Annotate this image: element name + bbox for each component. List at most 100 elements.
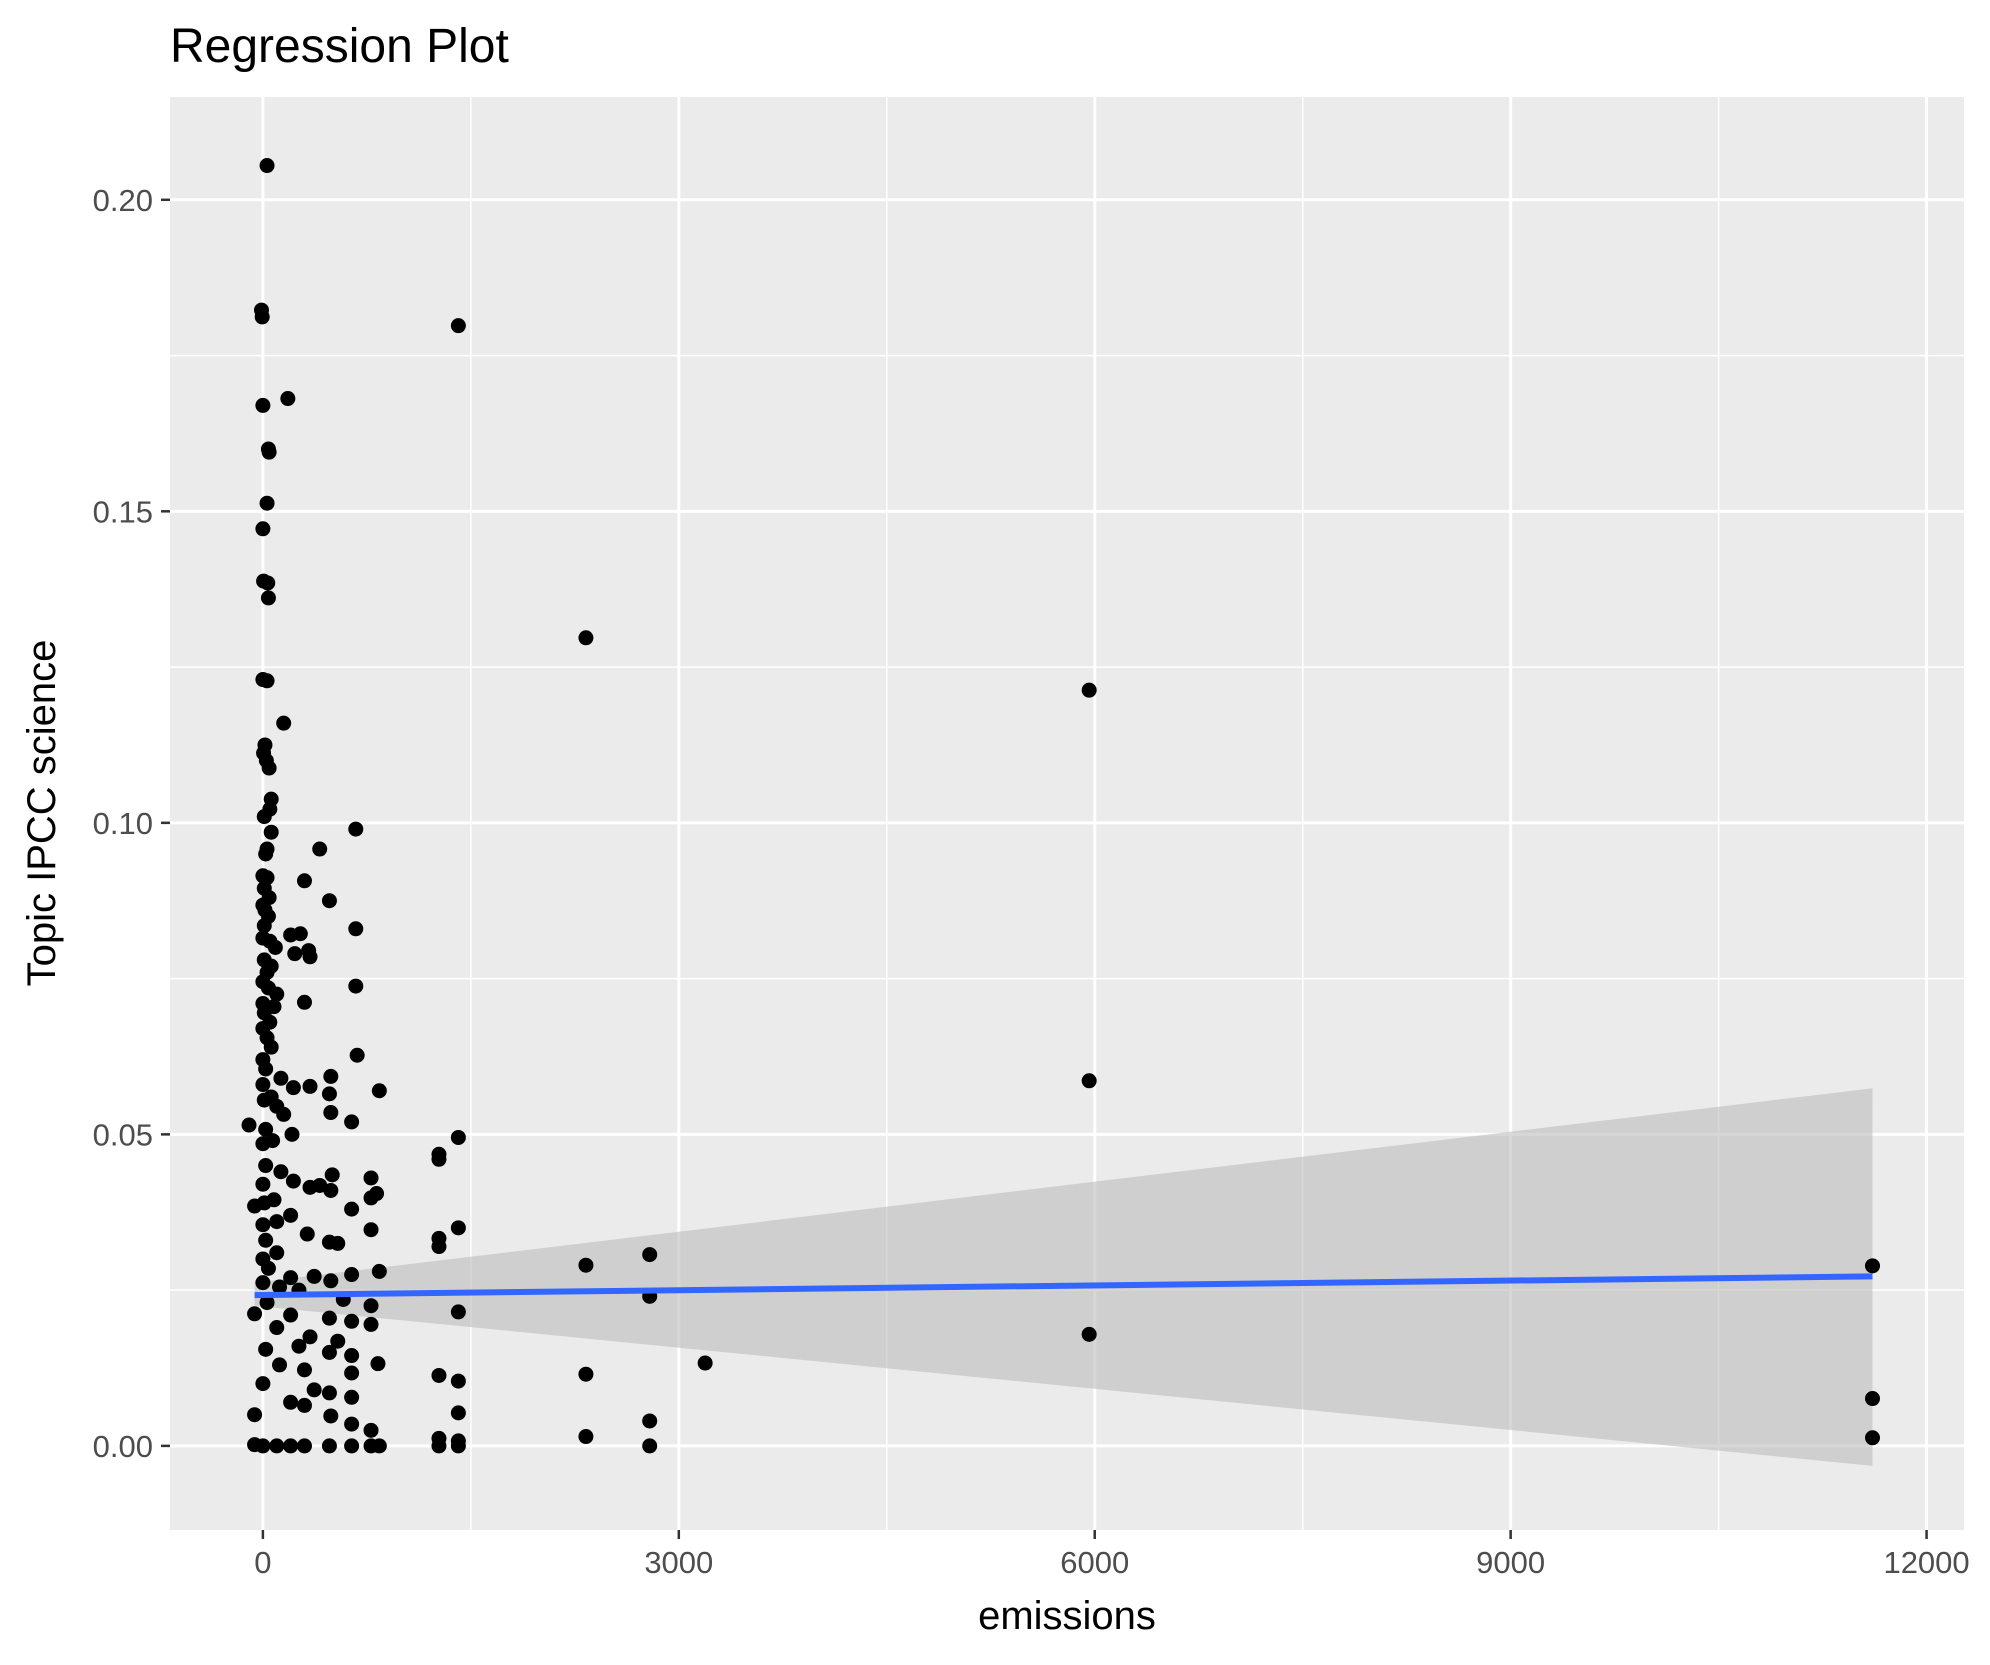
data-point xyxy=(344,1114,360,1130)
data-point xyxy=(258,1341,274,1357)
data-point xyxy=(323,1182,339,1198)
y-tick-label: 0.10 xyxy=(93,806,153,841)
chart-title: Regression Plot xyxy=(170,20,509,73)
data-point xyxy=(450,1129,466,1145)
axes: 0 3000 6000 9000 12000 0.00 0.05 0.10 0.15 0.20 xyxy=(93,183,1970,1580)
data-point xyxy=(1864,1430,1880,1446)
data-point xyxy=(1081,682,1097,698)
data-point xyxy=(296,1362,312,1378)
data-point xyxy=(450,1220,466,1236)
data-point xyxy=(1864,1391,1880,1407)
data-point xyxy=(431,1239,447,1255)
data-point xyxy=(261,444,277,460)
data-point xyxy=(344,1348,360,1364)
data-point xyxy=(258,1121,274,1137)
data-point xyxy=(283,1307,299,1323)
data-point xyxy=(258,846,274,862)
data-point xyxy=(330,1235,346,1251)
data-point xyxy=(273,1164,289,1180)
data-point xyxy=(349,1047,365,1063)
data-point xyxy=(247,1306,263,1322)
x-axis-title: emissions xyxy=(978,1594,1156,1638)
data-point xyxy=(642,1247,658,1263)
data-point xyxy=(1864,1258,1880,1274)
data-point xyxy=(285,1173,301,1189)
data-point xyxy=(312,841,328,857)
data-point xyxy=(269,986,285,1002)
data-point xyxy=(296,1438,312,1454)
data-point xyxy=(1081,1326,1097,1342)
data-point xyxy=(344,1267,360,1283)
data-point xyxy=(302,949,318,965)
data-point xyxy=(276,1106,292,1122)
data-point xyxy=(642,1438,658,1454)
x-tick-label: 6000 xyxy=(1060,1545,1129,1580)
data-point xyxy=(330,1333,346,1349)
data-point xyxy=(296,1397,312,1413)
data-point xyxy=(344,1201,360,1217)
data-point xyxy=(642,1413,658,1429)
data-point xyxy=(285,1080,301,1096)
data-point xyxy=(578,1366,594,1382)
data-point xyxy=(321,1086,337,1102)
data-point xyxy=(269,1214,285,1230)
data-point xyxy=(363,1190,379,1206)
data-point xyxy=(256,809,272,825)
data-point xyxy=(259,495,275,511)
data-point xyxy=(255,1176,271,1192)
regression-line-group xyxy=(254,1273,1873,1299)
data-point xyxy=(324,1167,340,1183)
data-point xyxy=(697,1355,713,1371)
data-point xyxy=(306,1382,322,1398)
data-point xyxy=(344,1313,360,1329)
data-point xyxy=(263,824,279,840)
data-point xyxy=(344,1365,360,1381)
data-point xyxy=(255,521,271,537)
data-point xyxy=(363,1298,379,1314)
data-point xyxy=(255,397,271,413)
data-point xyxy=(323,1273,339,1289)
data-point xyxy=(344,1438,360,1454)
data-point xyxy=(1081,1073,1097,1089)
data-point xyxy=(371,1083,387,1099)
data-point xyxy=(371,1438,387,1454)
data-point xyxy=(370,1356,386,1372)
y-tick-label: 0.20 xyxy=(93,183,153,218)
data-point xyxy=(450,1304,466,1320)
data-point xyxy=(578,1429,594,1445)
data-point xyxy=(259,1295,275,1311)
data-point xyxy=(273,1070,289,1086)
data-point xyxy=(255,1438,271,1454)
y-tick-label: 0.15 xyxy=(93,494,153,529)
data-point xyxy=(323,1105,339,1121)
data-point xyxy=(363,1222,379,1238)
data-point xyxy=(348,821,364,837)
data-point xyxy=(283,1394,299,1410)
data-point xyxy=(259,673,275,689)
data-point xyxy=(321,1344,337,1360)
regression-line xyxy=(254,1273,1873,1299)
data-point xyxy=(247,1198,263,1214)
data-point xyxy=(269,1245,285,1261)
data-point xyxy=(255,1136,271,1152)
data-point xyxy=(272,1279,288,1295)
data-point xyxy=(344,1416,360,1432)
x-tick-label: 3000 xyxy=(644,1545,713,1580)
data-point xyxy=(280,391,296,407)
data-points xyxy=(241,158,1880,1454)
data-point xyxy=(258,1158,274,1174)
data-point xyxy=(255,1217,271,1233)
data-point xyxy=(291,1338,307,1354)
data-point xyxy=(259,158,275,174)
data-point xyxy=(269,1438,285,1454)
data-point xyxy=(363,1170,379,1186)
y-axis-title: Topic IPCC science xyxy=(20,640,64,987)
data-point xyxy=(284,1126,300,1142)
data-point xyxy=(450,1405,466,1421)
data-point xyxy=(258,1232,274,1248)
data-point xyxy=(431,1151,447,1167)
data-point xyxy=(321,893,337,909)
data-point xyxy=(321,1438,337,1454)
data-point xyxy=(283,1438,299,1454)
data-point xyxy=(302,1179,318,1195)
